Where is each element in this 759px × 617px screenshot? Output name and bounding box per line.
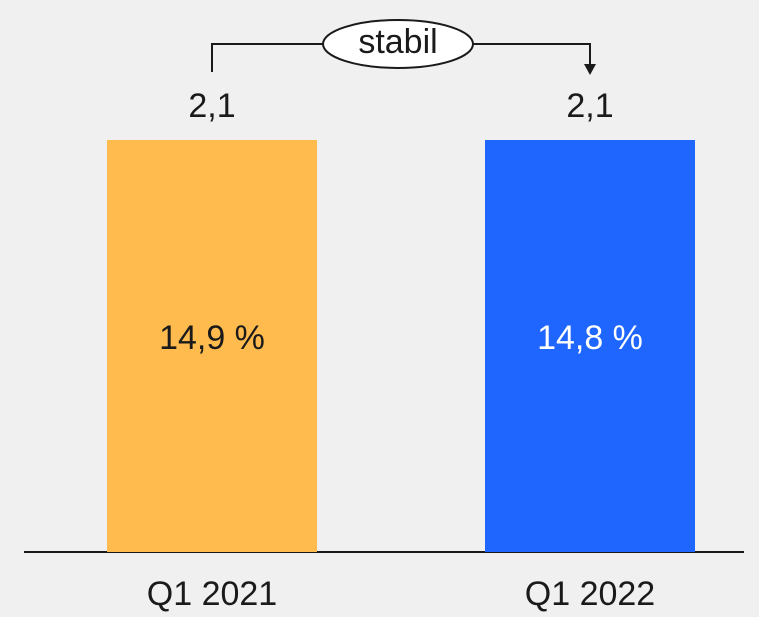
x-tick-label: Q1 2022 [525,575,655,613]
x-tick-label: Q1 2021 [147,575,277,613]
bar [485,140,695,552]
inner-label: 14,9 % [159,319,265,357]
arrow-head [584,64,596,75]
inner-label: 14,8 % [537,319,643,357]
value-label: 2,1 [566,87,613,125]
value-label: 2,1 [188,87,235,125]
connector [211,43,591,72]
annotation-bubble [322,19,474,69]
annotation: stabil [358,23,437,61]
bar [107,140,317,552]
